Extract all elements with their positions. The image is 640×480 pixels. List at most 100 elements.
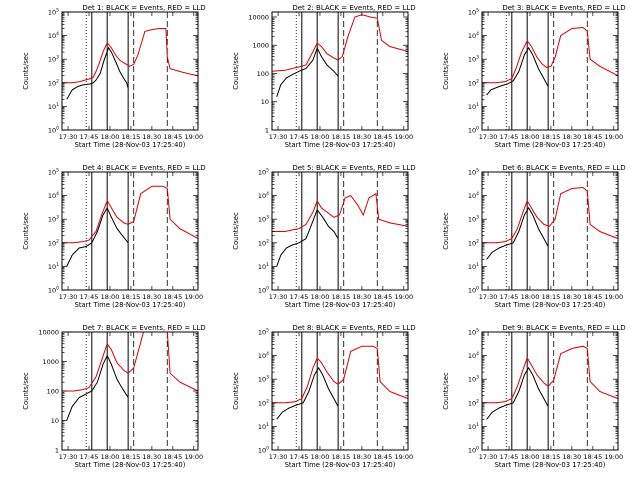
series-events	[276, 208, 339, 267]
ytick-label: 104	[258, 351, 269, 360]
xtick-label: 17:45	[80, 293, 99, 301]
xtick-label: 18:30	[353, 453, 372, 461]
panel-title: Det 9: BLACK = Events, RED = LLD	[502, 324, 625, 332]
plot-frame	[481, 171, 619, 291]
xtick-label: 17:45	[290, 453, 309, 461]
xtick-label: 17:30	[269, 293, 288, 301]
ytick-label: 105	[468, 168, 479, 177]
ytick-label: 105	[258, 168, 269, 177]
x-axis-label: Start Time (28-Nov-03 17:25:40)	[285, 301, 396, 309]
xtick-label: 17:45	[500, 133, 519, 141]
xtick-label: 17:30	[59, 453, 78, 461]
ytick-label: 100	[47, 388, 59, 396]
plot-frame	[481, 331, 619, 451]
xtick-label: 19:00	[604, 133, 623, 141]
xtick-label: 19:00	[394, 133, 413, 141]
y-axis-label: Counts/sec	[442, 52, 450, 90]
xtick-label: 18:15	[332, 133, 351, 141]
xtick-label: 18:45	[583, 453, 602, 461]
ytick-label: 103	[258, 215, 269, 224]
xtick-label: 17:45	[290, 293, 309, 301]
plot-frame	[271, 331, 409, 451]
x-axis-label: Start Time (28-Nov-03 17:25:40)	[495, 141, 606, 149]
ytick-label: 105	[48, 168, 59, 177]
ytick-label: 104	[48, 191, 59, 200]
ytick-label: 101	[468, 102, 479, 111]
series-events	[276, 46, 339, 97]
xtick-label: 18:30	[143, 453, 162, 461]
xtick-label: 18:45	[583, 293, 602, 301]
xtick-label: 18:15	[332, 293, 351, 301]
ytick-label: 105	[258, 328, 269, 337]
ytick-label: 100	[468, 446, 479, 455]
xtick-label: 17:30	[269, 453, 288, 461]
ytick-label: 103	[258, 375, 269, 384]
xtick-label: 18:45	[373, 453, 392, 461]
ytick-label: 10	[261, 98, 269, 106]
xtick-label: 18:45	[163, 133, 182, 141]
panel-det-7: 1 10 100 1000 10000 17:30 17:45 18:00 18:15 18:30…	[22, 324, 206, 469]
ytick-label: 1000	[252, 42, 269, 50]
xtick-label: 18:30	[353, 293, 372, 301]
xtick-label: 19:00	[394, 453, 413, 461]
xtick-label: 19:00	[184, 453, 203, 461]
xtick-label: 18:30	[563, 453, 582, 461]
series-lld	[272, 192, 409, 232]
series-events	[486, 46, 549, 96]
x-axis-label: Start Time (28-Nov-03 17:25:40)	[495, 461, 606, 469]
ytick-label: 100	[468, 126, 479, 135]
ytick-label: 103	[468, 375, 479, 384]
xtick-label: 17:30	[479, 293, 498, 301]
xtick-label: 18:00	[311, 453, 330, 461]
ytick-label: 104	[468, 191, 479, 200]
ytick-label: 104	[258, 191, 269, 200]
xtick-label: 19:00	[184, 293, 203, 301]
series-lld	[62, 331, 199, 392]
xtick-label: 19:00	[394, 293, 413, 301]
xtick-label: 18:15	[122, 453, 141, 461]
xtick-label: 18:15	[122, 293, 141, 301]
xtick-label: 18:00	[521, 133, 540, 141]
xtick-label: 17:45	[500, 293, 519, 301]
xtick-label: 18:30	[563, 133, 582, 141]
ytick-label: 102	[468, 398, 479, 407]
ytick-label: 100	[468, 286, 479, 295]
xtick-label: 18:30	[143, 293, 162, 301]
ytick-label: 102	[468, 78, 479, 87]
series-lld	[272, 345, 409, 404]
series-lld	[482, 345, 619, 404]
xtick-label: 19:00	[604, 453, 623, 461]
plot-frame	[271, 171, 409, 291]
ytick-label: 102	[468, 238, 479, 247]
xtick-label: 18:45	[163, 453, 182, 461]
ytick-label: 105	[468, 8, 479, 17]
ytick-label: 10000	[248, 13, 269, 21]
xtick-label: 18:30	[353, 133, 372, 141]
ytick-label: 102	[258, 398, 269, 407]
ytick-label: 103	[468, 215, 479, 224]
series-events	[66, 46, 129, 100]
plot-frame	[271, 11, 409, 131]
ytick-label: 1	[55, 447, 59, 455]
panel-title: Det 8: BLACK = Events, RED = LLD	[292, 324, 415, 332]
xtick-label: 18:45	[373, 293, 392, 301]
xtick-label: 18:00	[101, 453, 120, 461]
xtick-label: 18:00	[101, 293, 120, 301]
plot-frame	[481, 11, 619, 131]
x-axis-label: Start Time (28-Nov-03 17:25:40)	[285, 141, 396, 149]
series-events	[276, 366, 339, 420]
series-lld	[62, 28, 199, 84]
ytick-label: 100	[48, 286, 59, 295]
xtick-label: 18:45	[163, 293, 182, 301]
series-lld	[482, 26, 619, 84]
ytick-label: 1000	[42, 358, 59, 366]
panel-title: Det 2: BLACK = Events, RED = LLD	[292, 4, 415, 12]
xtick-label: 18:00	[101, 133, 120, 141]
